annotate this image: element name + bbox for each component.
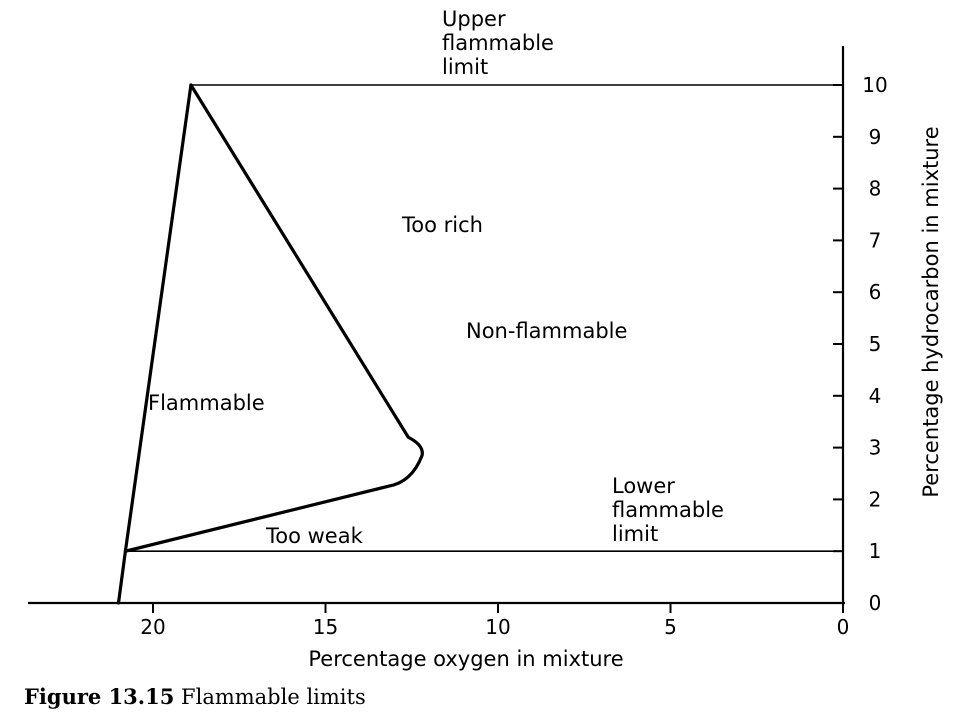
- y-tick-label: 7: [869, 228, 882, 252]
- annotation-lower: Lower flammable limit: [612, 474, 724, 546]
- y-axis-ticks: 0 1 2 3 4 5 6 7 8 9 10: [833, 73, 888, 615]
- annotation-flammable: Flammable: [148, 391, 265, 415]
- y-tick-label: 10: [862, 73, 887, 97]
- x-tick-label: 15: [313, 615, 338, 639]
- series-0-line: [116, 83, 193, 605]
- y-tick-label: 5: [869, 332, 882, 356]
- x-tick-label: 5: [664, 615, 677, 639]
- y-tick-label: 6: [869, 280, 882, 304]
- series-layer: [116, 83, 424, 605]
- y-tick-label: 2: [869, 487, 882, 511]
- y-tick-label: 0: [869, 591, 882, 615]
- series-1-line: [123, 83, 424, 553]
- annotation-line: Lower: [612, 474, 675, 498]
- annotation-line: Too rich: [401, 213, 483, 237]
- figure-caption-text: Flammable limits: [181, 685, 366, 709]
- x-axis-title: Percentage oxygen in mixture: [308, 647, 623, 671]
- annotation-too-rich: Too rich: [401, 213, 483, 237]
- annotation-line: Flammable: [148, 391, 265, 415]
- annotation-line: Non-flammable: [466, 319, 627, 343]
- figure-caption: Figure 13.15 Flammable limits: [24, 684, 366, 709]
- x-tick-label: 10: [485, 615, 510, 639]
- annotation-line: Too weak: [265, 524, 364, 548]
- annotation-line: flammable: [442, 31, 554, 55]
- y-tick-label: 3: [869, 436, 882, 460]
- annotation-line: flammable: [612, 498, 724, 522]
- reference-lines: [125, 84, 843, 553]
- annotation-non-flammable: Non-flammable: [466, 319, 627, 343]
- x-axis-ticks: 20 15 10 5 0: [140, 603, 849, 639]
- annotation-too-weak: Too weak: [265, 524, 364, 548]
- y-tick-label: 1: [869, 539, 882, 563]
- x-tick-label: 20: [140, 615, 165, 639]
- y-tick-label: 8: [869, 177, 882, 201]
- figure-number: Figure 13.15: [24, 684, 175, 709]
- y-axis-title: Percentage hydrocarbon in mixture: [919, 126, 943, 497]
- annotation-upper: Upper flammable limit: [442, 7, 554, 79]
- axes: [28, 46, 845, 605]
- y-tick-label: 9: [869, 125, 882, 149]
- annotation-line: limit: [442, 55, 488, 79]
- annotation-line: Upper: [442, 7, 506, 31]
- annotation-line: limit: [612, 522, 658, 546]
- y-tick-label: 4: [869, 384, 882, 408]
- x-tick-label: 0: [837, 615, 850, 639]
